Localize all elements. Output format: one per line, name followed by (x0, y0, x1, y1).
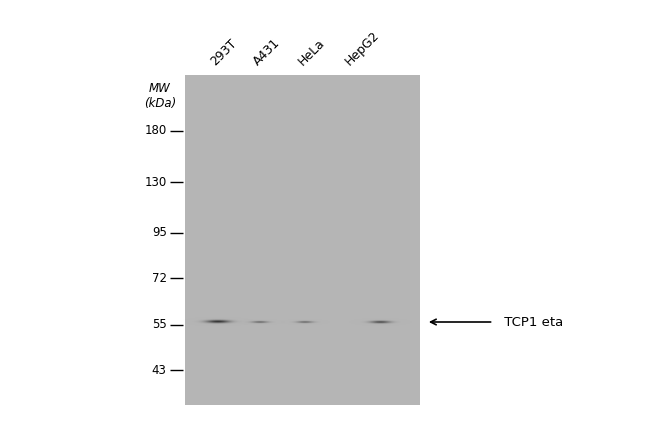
Text: HepG2: HepG2 (343, 29, 382, 68)
Text: 130: 130 (144, 176, 167, 189)
Text: 180: 180 (144, 124, 167, 138)
Text: 293T: 293T (208, 37, 239, 68)
Text: 72: 72 (151, 271, 167, 284)
Text: (kDa): (kDa) (144, 97, 176, 109)
Text: TCP1 eta: TCP1 eta (500, 316, 564, 328)
Text: 55: 55 (152, 319, 167, 332)
Text: A431: A431 (251, 36, 283, 68)
Text: 43: 43 (152, 363, 167, 376)
Text: HeLa: HeLa (296, 36, 328, 68)
Text: MW: MW (149, 81, 171, 95)
Bar (185, 75, 420, 405)
Text: 95: 95 (152, 227, 167, 240)
